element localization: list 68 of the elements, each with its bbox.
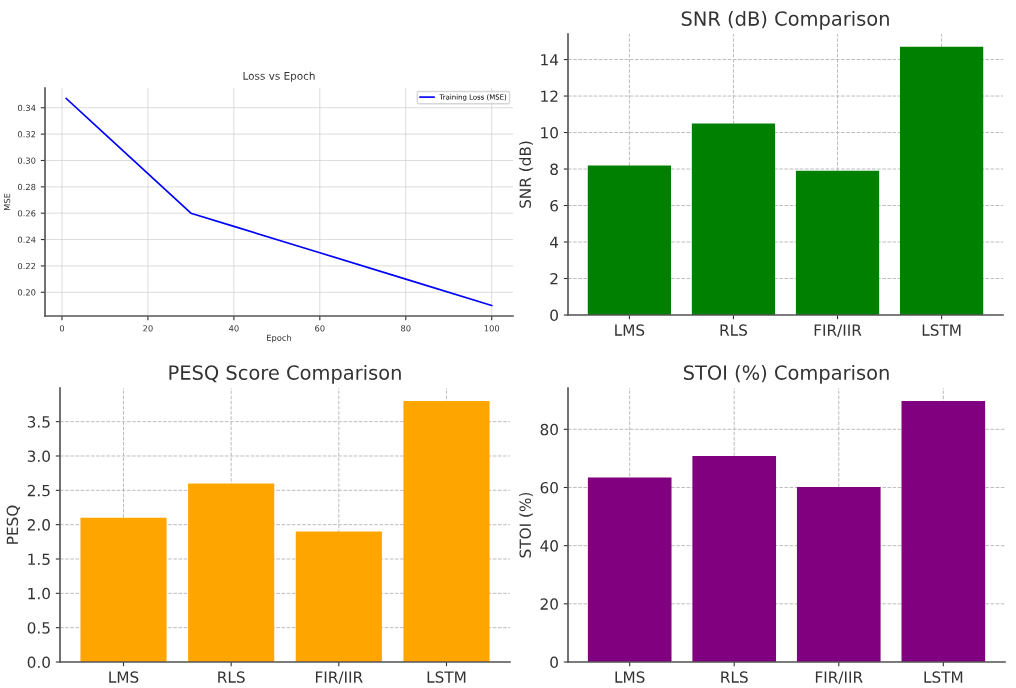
x-tick-label: 60 xyxy=(315,325,325,332)
y-tick-label: 0.20 xyxy=(17,289,36,296)
y-tick-label: 1.5 xyxy=(28,553,50,566)
x-tick-label: FIR/IIR xyxy=(815,671,863,685)
y-axis-title: PESQ xyxy=(6,505,20,544)
y-axis-title: STOI (%) xyxy=(519,492,533,558)
x-tick-label: 20 xyxy=(143,325,153,332)
x-tick-label: RLS xyxy=(218,671,245,683)
x-tick-label: LSTM xyxy=(924,671,963,683)
y-tick-label: 3.5 xyxy=(27,416,50,428)
y-tick-label: 40 xyxy=(540,540,558,552)
x-tick-label: LMS xyxy=(615,324,645,336)
y-tick-label: 0.26 xyxy=(17,210,36,217)
y-tick-label: 60 xyxy=(540,481,558,494)
bar xyxy=(795,170,880,315)
y-tick-label: 1.0 xyxy=(28,587,50,600)
x-tick-label: RLS xyxy=(720,324,748,336)
y-axis-title: MSE xyxy=(3,193,11,211)
y-tick-label: 3.0 xyxy=(27,450,50,463)
y-tick-label: 0.22 xyxy=(17,262,36,270)
x-tick-label: 40 xyxy=(228,325,239,332)
y-tick-label: 0.5 xyxy=(27,622,50,634)
x-tick-label: 80 xyxy=(401,325,411,332)
bar xyxy=(796,486,881,662)
bar xyxy=(295,531,382,662)
y-tick-label: 2 xyxy=(550,272,558,285)
y-tick-label: 0 xyxy=(550,656,558,669)
y-tick-label: 0.34 xyxy=(17,104,36,112)
x-axis-title: Epoch xyxy=(267,334,292,343)
bar xyxy=(403,401,490,662)
chart-title: Loss vs Epoch xyxy=(243,71,315,82)
y-tick-label: 0 xyxy=(550,309,558,322)
chart-title: PESQ Score Comparison xyxy=(169,364,401,384)
y-tick-label: 12 xyxy=(541,90,558,102)
y-tick-label: 10 xyxy=(541,127,558,139)
y-tick-label: 4 xyxy=(550,236,559,248)
chart-title: STOI (%) Comparison xyxy=(683,364,889,384)
bar xyxy=(692,456,777,662)
y-tick-label: 80 xyxy=(540,423,558,436)
y-tick-label: 20 xyxy=(540,598,558,610)
y-tick-label: 14 xyxy=(541,54,559,66)
y-axis-title: SNR (dB) xyxy=(519,141,533,208)
y-tick-label: 0.32 xyxy=(17,131,36,138)
x-tick-label: 0 xyxy=(59,325,65,332)
bar xyxy=(80,517,167,662)
bar xyxy=(587,165,672,315)
y-tick-label: 2.0 xyxy=(27,519,50,531)
x-tick-label: LMS xyxy=(109,671,139,683)
x-tick-label: LSTM xyxy=(427,671,466,683)
y-tick-label: 0.24 xyxy=(17,236,36,243)
bar xyxy=(188,483,275,662)
x-tick-label: FIR/IIR xyxy=(814,324,862,338)
chart-title: SNR (dB) Comparison xyxy=(681,10,889,30)
x-tick-label: LSTM xyxy=(922,324,961,336)
bar xyxy=(587,477,672,662)
x-tick-label: FIR/IIR xyxy=(315,671,363,685)
y-tick-label: 0.28 xyxy=(17,183,36,191)
y-tick-label: 2.5 xyxy=(27,484,50,497)
y-tick-label: 8 xyxy=(550,163,558,176)
y-tick-label: 0.30 xyxy=(17,157,36,164)
bar xyxy=(691,123,776,315)
y-tick-label: 6 xyxy=(550,199,559,212)
x-tick-label: LMS xyxy=(615,671,645,683)
bar xyxy=(901,401,986,662)
x-tick-label: RLS xyxy=(721,671,748,683)
y-tick-label: 0.0 xyxy=(27,656,50,669)
bar xyxy=(899,46,984,315)
x-tick-label: 100 xyxy=(484,325,500,332)
